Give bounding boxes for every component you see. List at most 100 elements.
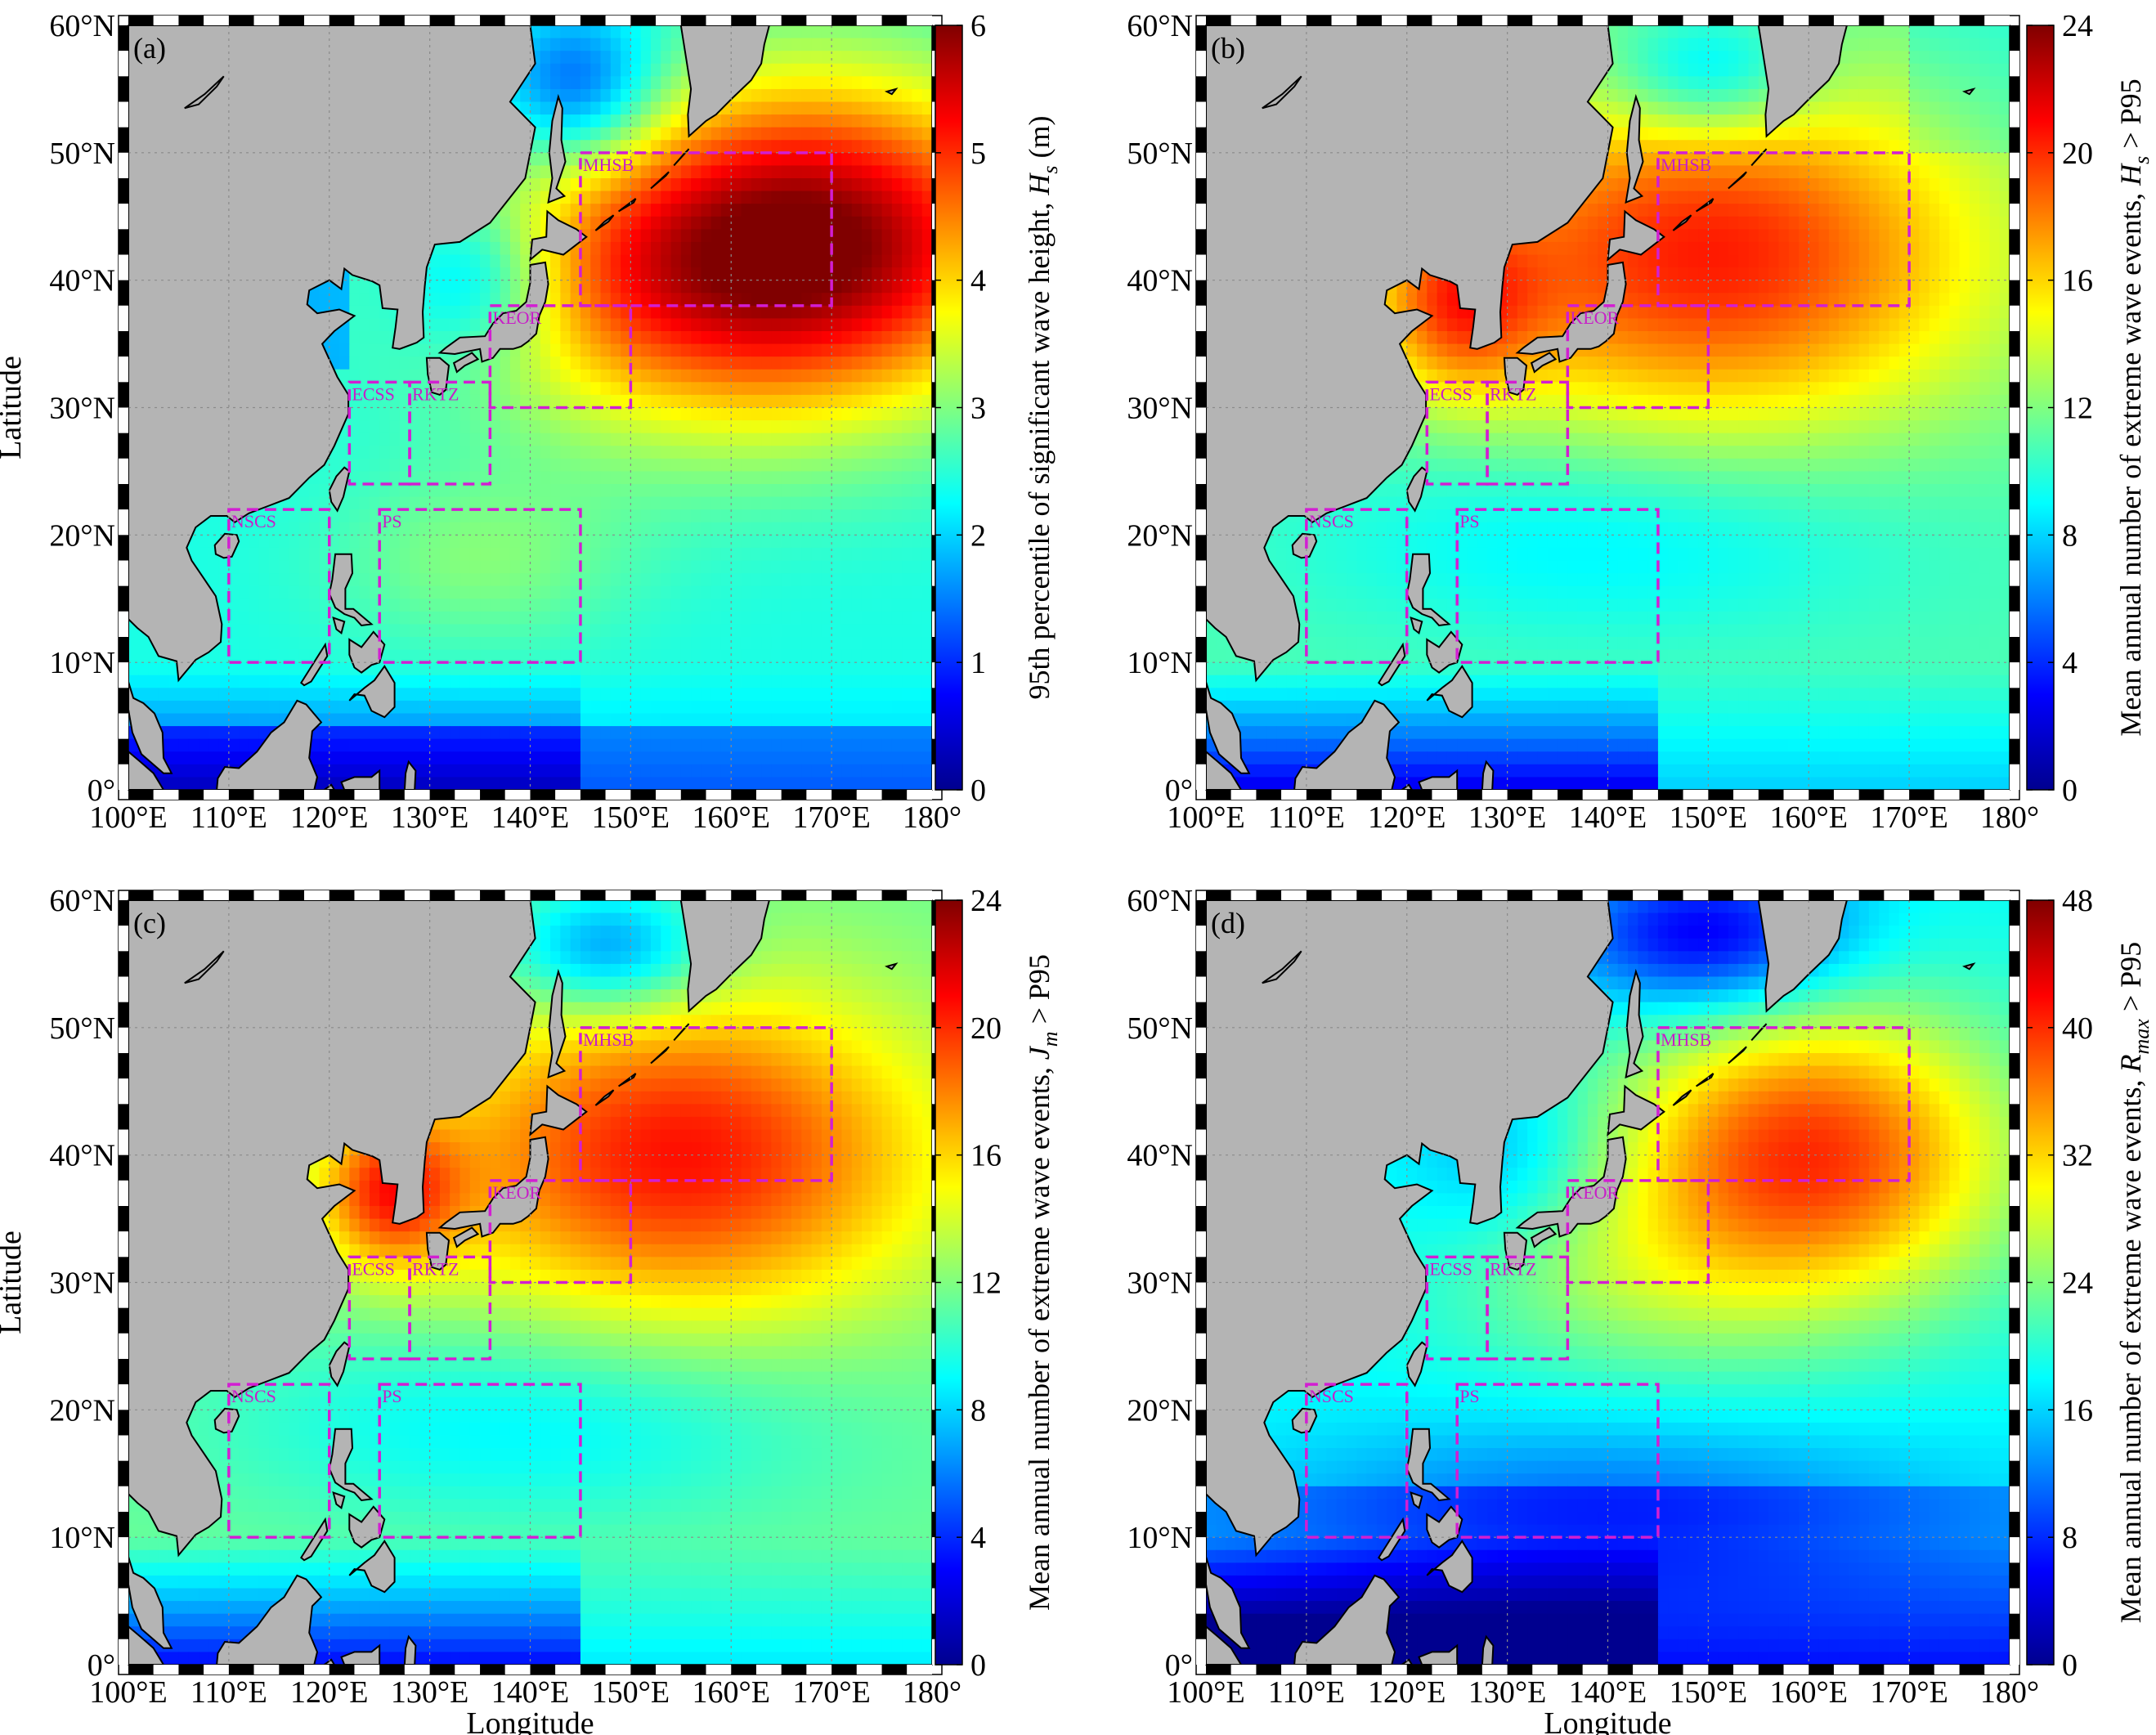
lat-tick-label: 40°N bbox=[1127, 1139, 1193, 1173]
lon-tick-label: 120°E bbox=[290, 800, 368, 835]
region-label-ps: PS bbox=[1459, 1386, 1479, 1406]
lat-tick-label: 60°N bbox=[49, 9, 115, 43]
lon-tick-label: 120°E bbox=[1368, 1675, 1446, 1710]
lat-tick-label: 30°N bbox=[1127, 1267, 1193, 1301]
region-label-nscs: NSCS bbox=[1309, 1386, 1354, 1406]
lat-tick-label: 50°N bbox=[1127, 1011, 1193, 1046]
region-label-rktz: RKTZ bbox=[1490, 1258, 1536, 1279]
lon-tick-label: 140°E bbox=[1569, 1675, 1647, 1710]
region-label-ps: PS bbox=[1459, 511, 1479, 531]
lon-tick-label: 180° bbox=[1980, 1675, 2039, 1710]
region-label-mhsb: MHSB bbox=[583, 1029, 634, 1050]
colorbar: 0 4 8 12 16 20 24 Mean annual number of extreme… bbox=[935, 884, 1062, 1683]
region-label-keor: KEOR bbox=[492, 1182, 541, 1203]
lon-tick-label: 130°E bbox=[1468, 1675, 1546, 1710]
lon-tick-label: 160°E bbox=[693, 1675, 770, 1710]
lon-tick-label: 170°E bbox=[792, 1675, 870, 1710]
colorbar-tick-label: 48 bbox=[2062, 884, 2093, 918]
region-label-rktz: RKTZ bbox=[412, 1258, 459, 1279]
lon-tick-label: 120°E bbox=[1368, 800, 1446, 835]
region-box-ps bbox=[378, 508, 582, 664]
panel-label: (b) bbox=[1211, 32, 1245, 65]
region-label-ecss: ECSS bbox=[352, 1258, 395, 1279]
region-label-nscs: NSCS bbox=[231, 1386, 276, 1406]
panel-label: (a) bbox=[133, 32, 166, 65]
map-frame bbox=[118, 15, 943, 800]
lat-tick-label: 10°N bbox=[49, 646, 115, 680]
region-box-keor bbox=[1566, 304, 1710, 410]
region-box-rktz bbox=[408, 380, 492, 486]
colorbar-tick-label: 0 bbox=[970, 773, 986, 808]
region-label-mhsb: MHSB bbox=[1661, 1029, 1711, 1050]
map-panel-c: MHSB KEOR ECSS RKTZ NSCS PS (c) 100°E 110°E 120°E… bbox=[0, 884, 1062, 1735]
lon-tick-label: 180° bbox=[903, 1675, 961, 1710]
lat-tick-label: 0° bbox=[87, 773, 115, 808]
panel-label: (c) bbox=[133, 907, 166, 939]
lon-tick-label: 130°E bbox=[391, 800, 468, 835]
region-label-ecss: ECSS bbox=[1429, 1258, 1472, 1279]
region-box-keor bbox=[488, 1179, 633, 1284]
lon-tick-label: 110°E bbox=[1268, 1675, 1345, 1710]
map-panel-a: MHSB KEOR ECSS RKTZ NSCS PS (a) 100°E 110°E 120°E… bbox=[0, 9, 1062, 835]
lat-tick-label: 60°N bbox=[49, 884, 115, 918]
x-axis-label: Longitude bbox=[1544, 1706, 1671, 1735]
region-label-ecss: ECSS bbox=[352, 383, 395, 404]
colorbar-tick-label: 2 bbox=[970, 518, 986, 553]
lon-tick-label: 170°E bbox=[1870, 1675, 1948, 1710]
colorbar: 0 8 16 24 32 40 48 Mean annual number of extrem… bbox=[2026, 884, 2154, 1683]
lon-tick-label: 100°E bbox=[1167, 800, 1244, 835]
map-frame bbox=[1195, 890, 2020, 1675]
colorbar-tick-label: 12 bbox=[970, 1267, 1002, 1301]
colorbar: 0 1 2 3 4 5 6 95th percentile of significant wa… bbox=[935, 9, 1062, 808]
lat-tick-label: 10°N bbox=[49, 1521, 115, 1555]
lat-tick-label: 20°N bbox=[49, 1393, 115, 1428]
colorbar-tick-label: 4 bbox=[970, 1521, 986, 1555]
lon-tick-label: 100°E bbox=[89, 1675, 167, 1710]
lon-tick-label: 160°E bbox=[1770, 1675, 1848, 1710]
colorbar-title: Mean annual number of extreme wave event… bbox=[1023, 954, 1062, 1611]
region-box-mhsb bbox=[579, 151, 833, 307]
lon-tick-label: 110°E bbox=[1268, 800, 1345, 835]
colorbar-tick-label: 8 bbox=[2062, 1521, 2078, 1555]
colorbar-tick-label: 20 bbox=[2062, 137, 2093, 171]
colorbar-tick-label: 5 bbox=[970, 137, 986, 171]
colorbar-tick-label: 0 bbox=[2062, 1648, 2078, 1683]
region-label-ps: PS bbox=[382, 511, 401, 531]
region-box-rktz bbox=[408, 1255, 492, 1361]
lon-tick-label: 100°E bbox=[89, 800, 167, 835]
map-panel-b: MHSB KEOR ECSS RKTZ NSCS PS (b) 100°E 110°E 120°E… bbox=[1127, 9, 2154, 835]
region-box-ps bbox=[378, 1383, 582, 1539]
colorbar-title: 95th percentile of significant wave heig… bbox=[1023, 116, 1062, 700]
lon-tick-label: 180° bbox=[1980, 800, 2039, 835]
lat-tick-label: 50°N bbox=[49, 1011, 115, 1046]
lat-tick-label: 0° bbox=[87, 1648, 115, 1683]
map-frame bbox=[1195, 15, 2020, 800]
land-mass bbox=[128, 25, 899, 790]
lon-tick-label: 170°E bbox=[792, 800, 870, 835]
land-mass bbox=[1206, 25, 1976, 790]
region-box-mhsb bbox=[1656, 1026, 1911, 1182]
region-box-ps bbox=[1455, 1383, 1660, 1539]
lat-tick-label: 40°N bbox=[49, 264, 115, 298]
lon-tick-label: 100°E bbox=[1167, 1675, 1244, 1710]
colorbar-tick-label: 0 bbox=[970, 1648, 986, 1683]
colorbar-tick-label: 8 bbox=[2062, 518, 2078, 553]
lat-tick-label: 0° bbox=[1165, 1648, 1193, 1683]
lon-tick-label: 150°E bbox=[1670, 1675, 1747, 1710]
colorbar-tick-label: 8 bbox=[970, 1393, 986, 1428]
lat-tick-label: 20°N bbox=[1127, 518, 1193, 553]
colorbar-tick-label: 24 bbox=[2062, 1267, 2093, 1301]
colorbar-tick-label: 1 bbox=[970, 646, 986, 680]
region-label-rktz: RKTZ bbox=[1490, 383, 1536, 404]
colorbar-tick-label: 24 bbox=[970, 884, 1002, 918]
map-panel-d: MHSB KEOR ECSS RKTZ NSCS PS (d) 100°E 110°E 120°E… bbox=[1127, 884, 2154, 1735]
colorbar-tick-label: 3 bbox=[970, 392, 986, 426]
lon-tick-label: 120°E bbox=[290, 1675, 368, 1710]
region-label-nscs: NSCS bbox=[231, 511, 276, 531]
region-label-keor: KEOR bbox=[1570, 307, 1619, 328]
lon-tick-label: 130°E bbox=[391, 1675, 468, 1710]
region-label-ecss: ECSS bbox=[1429, 383, 1472, 404]
colorbar-tick-label: 4 bbox=[970, 264, 986, 298]
region-box-keor bbox=[488, 304, 633, 410]
lon-tick-label: 150°E bbox=[592, 1675, 670, 1710]
